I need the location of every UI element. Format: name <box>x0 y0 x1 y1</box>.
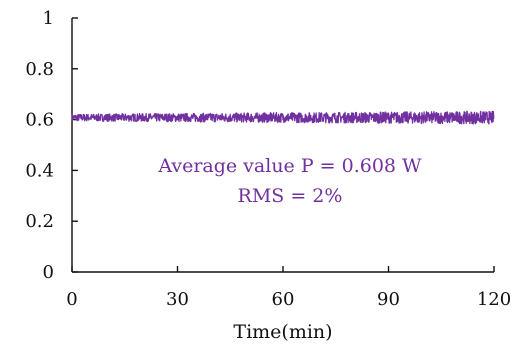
x-ticks: 0 30 60 90 120 <box>66 266 511 310</box>
x-axis-label: Time(min) <box>233 321 332 343</box>
x-tick-label: 60 <box>272 289 295 310</box>
x-tick-label: 90 <box>377 289 400 310</box>
y-tick-label: 0.6 <box>25 110 54 131</box>
average-value-annotation: Average value P = 0.608 W <box>157 155 422 177</box>
y-tick-label: 0.8 <box>25 59 54 80</box>
power-series-line <box>71 110 495 125</box>
x-tick-label: 30 <box>166 289 189 310</box>
x-tick-label: 0 <box>66 289 77 310</box>
y-tick-label: 1 <box>43 8 54 29</box>
x-tick-label: 120 <box>477 289 511 310</box>
y-tick-label: 0.2 <box>25 211 54 232</box>
axes <box>71 18 494 273</box>
y-ticks: 0 0.2 0.4 0.6 0.8 1 <box>25 8 78 283</box>
y-tick-label: 0.4 <box>25 160 54 181</box>
rms-annotation: RMS = 2% <box>238 185 343 207</box>
y-tick-label: 0 <box>43 262 54 283</box>
series-layer <box>71 110 495 125</box>
